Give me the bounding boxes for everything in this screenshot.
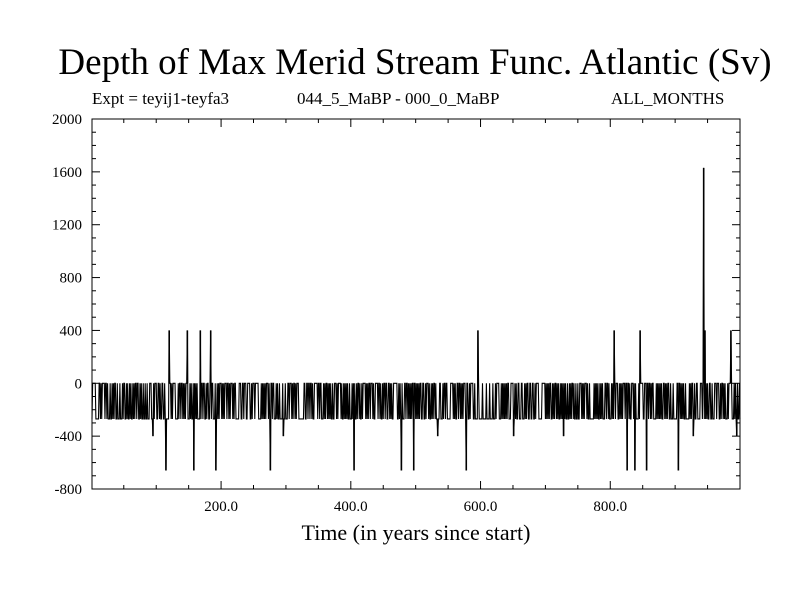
y-tick-label: 2000 (52, 112, 82, 128)
y-tick-label: 1200 (52, 218, 82, 234)
months-label: ALL_MONTHS (611, 89, 725, 108)
chart-title: Depth of Max Merid Stream Func. Atlantic… (58, 42, 772, 83)
series-layer (91, 167, 741, 471)
x-tick-label: 400.0 (334, 499, 368, 515)
y-tick-label: -800 (55, 482, 83, 498)
y-tick-label: 400 (60, 323, 83, 339)
period-label: 044_5_MaBP - 000_0_MaBP (297, 89, 500, 108)
experiment-label: Expt = teyij1-teyfa3 (92, 89, 230, 108)
series-line (91, 167, 741, 471)
y-tick-label: 0 (75, 376, 83, 392)
x-tick-label: 600.0 (464, 499, 498, 515)
plot-frame (91, 118, 741, 490)
y-tick-label: 800 (60, 271, 83, 287)
x-tick-label: 800.0 (593, 499, 627, 515)
y-tick-label: 1600 (52, 165, 82, 181)
tick-labels: -800 -400 0 400 800 1200 1600 2000 200.0 400.0 600… (52, 112, 627, 515)
axis-ticks (92, 118, 740, 490)
y-tick-label: -400 (55, 429, 83, 445)
x-tick-label: 200.0 (204, 499, 238, 515)
x-axis-label: Time (in years since start) (301, 520, 531, 545)
